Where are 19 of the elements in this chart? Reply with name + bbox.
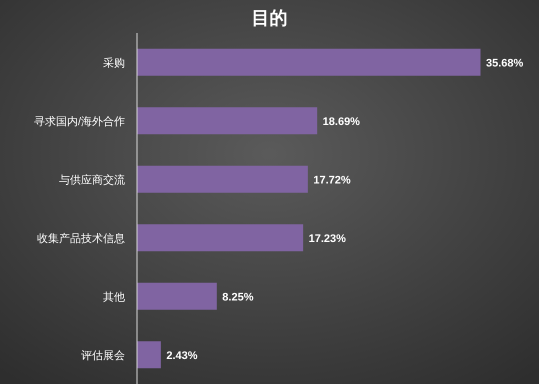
- data-label: 35.68%: [486, 57, 524, 70]
- bar: [136, 341, 161, 368]
- data-label: 17.23%: [308, 232, 346, 245]
- data-label: 17.72%: [313, 174, 351, 186]
- y-tick-label: 采购: [103, 56, 125, 70]
- bar: [136, 224, 304, 252]
- bar: [136, 166, 308, 193]
- bar: [136, 107, 318, 134]
- y-tick-label: 寻求国内/海外合作: [34, 114, 125, 128]
- y-tick-label: 收集产品技术信息: [37, 232, 125, 245]
- data-label: 18.69%: [322, 116, 360, 128]
- data-label: 8.25%: [222, 291, 254, 304]
- data-label: 2.43%: [166, 350, 198, 362]
- y-tick-label: 评估展会: [81, 350, 125, 362]
- bar: [136, 282, 217, 310]
- y-tick-label: 其他: [103, 290, 125, 304]
- chart-title: 目的: [252, 8, 288, 28]
- bar: [136, 48, 480, 76]
- y-tick-label: 与供应商交流: [59, 173, 125, 186]
